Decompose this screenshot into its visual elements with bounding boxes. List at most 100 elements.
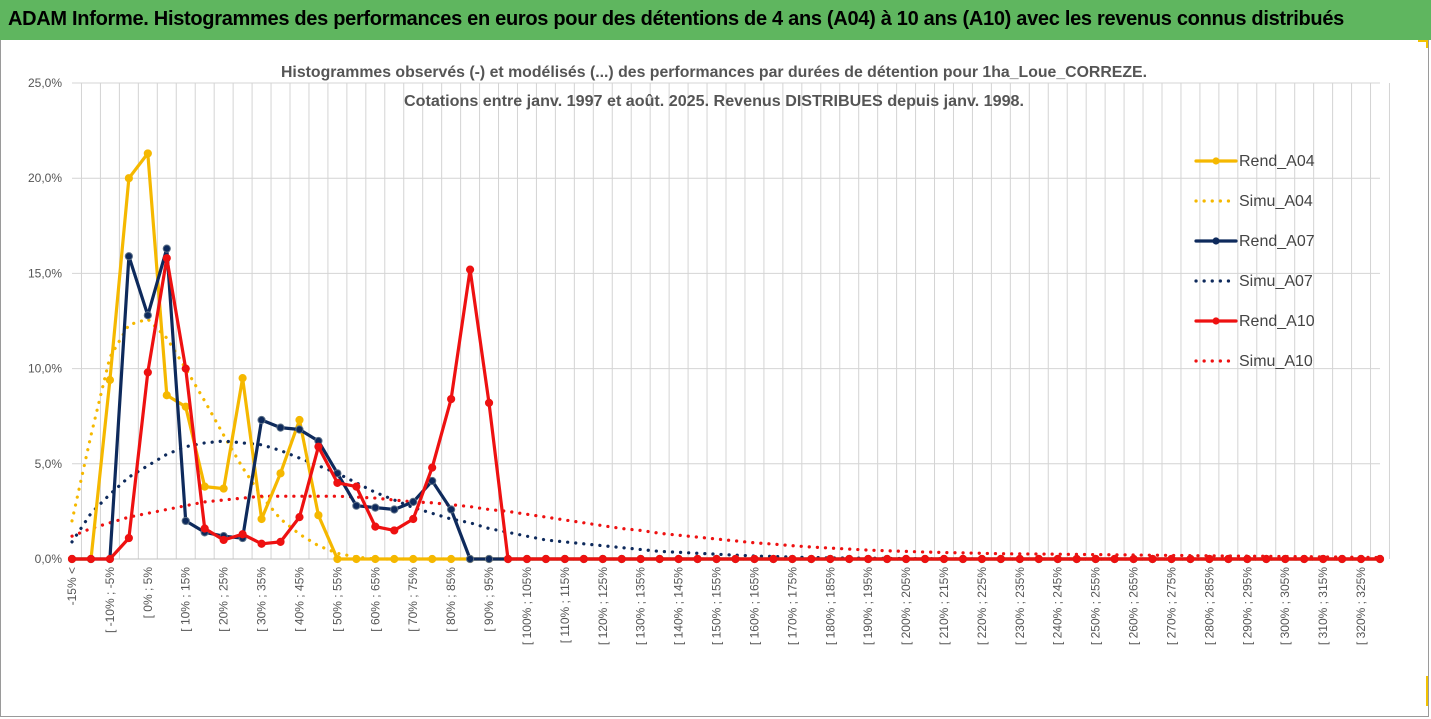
data-point-rend_a04 (352, 554, 361, 564)
data-point-rend_a10 (1205, 554, 1214, 564)
data-point-rend_a10 (1281, 554, 1290, 564)
data-point-rend_a10 (807, 554, 816, 564)
data-point-rend_a10 (162, 254, 171, 263)
legend: Rend_A04 Simu_A04 Rend_A07 Simu_A07 Rend_A10… (1194, 153, 1315, 370)
data-point-rend_a10 (674, 554, 683, 564)
legend-marker-rend_a07 (1212, 237, 1220, 245)
title-banner: ADAM Informe. Histogrammes des performan… (0, 0, 1431, 40)
x-tick-label: -15% < (65, 567, 79, 605)
y-tick-label: 15,0% (28, 266, 62, 280)
x-tick-label: [ 0% ; 5% (141, 567, 155, 619)
data-point-rend_a10 (522, 554, 532, 564)
data-point-rend_a10 (1300, 554, 1309, 564)
x-tick-label: [ 190% ; 195% (861, 567, 875, 645)
data-point-rend_a10 (390, 526, 399, 535)
data-point-rend_a10 (447, 394, 456, 404)
data-point-rend_a10 (333, 478, 342, 487)
data-point-rend_a04 (390, 554, 399, 564)
data-point-rend_a10 (124, 533, 133, 543)
data-point-rend_a10 (484, 398, 494, 407)
y-tick-label: 20,0% (28, 171, 62, 185)
x-tick-label: [ 80% ; 85% (444, 567, 458, 632)
data-point-rend_a10 (503, 554, 513, 564)
x-tick-label: [ 110% ; 115% (558, 567, 572, 644)
data-point-rend_a10 (219, 535, 228, 545)
data-point-rend_a10 (371, 522, 380, 531)
data-point-rend_a04 (200, 482, 209, 491)
data-point-rend_a04 (428, 554, 437, 564)
data-point-rend_a10 (1148, 554, 1157, 564)
data-point-rend_a04 (124, 174, 133, 183)
legend-label-rend_a07: Rend_A07 (1239, 233, 1315, 250)
data-point-rend_a10 (769, 554, 778, 564)
data-point-rend_a04 (162, 391, 171, 400)
series-line-rend_a10 (70, 256, 1382, 561)
data-point-rend_a10 (560, 554, 569, 564)
x-tick-label: [ 200% ; 205% (899, 567, 913, 645)
chart-title: Histogrammes observés (-) et modélisés (… (281, 64, 1147, 81)
x-tick-label: [ 240% ; 245% (1051, 567, 1065, 645)
legend-label-rend_a10: Rend_A10 (1239, 313, 1315, 330)
data-point-rend_a07 (447, 505, 456, 514)
x-tick-label: [ 160% ; 165% (747, 567, 761, 645)
data-point-rend_a10 (257, 539, 266, 548)
data-point-rend_a10 (1243, 554, 1252, 564)
x-tick-label: [ 10% ; 15% (179, 567, 193, 632)
data-point-rend_a10 (409, 514, 418, 524)
data-point-rend_a10 (465, 265, 475, 274)
x-tick-label: [ 50% ; 55% (330, 567, 344, 632)
x-tick-label: [ 150% ; 155% (710, 567, 724, 645)
data-point-rend_a10 (1091, 554, 1100, 564)
legend-marker-rend_a10 (1212, 317, 1220, 325)
data-point-rend_a04 (447, 554, 456, 564)
data-point-rend_a07 (352, 501, 361, 510)
data-point-rend_a10 (1375, 554, 1385, 564)
data-point-rend_a10 (1072, 554, 1081, 564)
data-point-rend_a10 (617, 554, 626, 564)
data-point-rend_a07 (484, 554, 494, 564)
data-point-rend_a10 (920, 554, 930, 564)
data-point-rend_a10 (750, 554, 759, 564)
data-point-rend_a04 (238, 374, 247, 383)
data-point-rend_a07 (295, 425, 304, 434)
data-point-rend_a10 (541, 554, 551, 564)
data-point-rend_a10 (1053, 554, 1062, 564)
data-point-rend_a04 (219, 484, 228, 493)
data-point-rend_a07 (371, 503, 380, 512)
data-point-rend_a10 (598, 554, 607, 564)
corner-mark-top-vertical (1426, 40, 1428, 48)
y-tick-label: 10,0% (28, 362, 62, 376)
chart: 0,0% 5,0% 10,0% 15,0% 20,0% 25,0% -15% < [ -10%… (28, 64, 1390, 645)
grid (72, 82, 1390, 560)
x-tick-label: [ 300% ; 305% (1278, 567, 1292, 645)
x-tick-label: [ 30% ; 35% (255, 567, 269, 632)
x-tick-label: [ 70% ; 75% (406, 567, 420, 632)
data-point-rend_a10 (1015, 554, 1024, 564)
legend-label-simu_a04: Simu_A04 (1239, 193, 1313, 210)
axes: 0,0% 5,0% 10,0% 15,0% 20,0% 25,0% -15% < [ -10%… (28, 76, 1380, 645)
x-tick-label: [ 90% ; 95% (482, 567, 496, 632)
data-point-rend_a10 (105, 554, 115, 564)
corner-mark-top (1418, 40, 1428, 42)
data-point-rend_a04 (371, 554, 380, 564)
data-point-rend_a10 (958, 554, 968, 564)
data-point-rend_a10 (693, 554, 702, 564)
data-point-rend_a10 (1167, 554, 1176, 564)
x-tick-label: [ 130% ; 135% (634, 567, 648, 645)
data-point-rend_a10 (86, 554, 96, 564)
data-point-rend_a10 (143, 368, 152, 377)
data-point-rend_a04 (257, 514, 266, 524)
data-point-rend_a07 (409, 497, 418, 506)
data-point-rend_a07 (124, 252, 133, 261)
data-point-rend_a10 (712, 554, 721, 564)
x-tick-label: [ 210% ; 215% (937, 567, 951, 645)
data-point-rend_a10 (1337, 554, 1347, 564)
data-point-rend_a04 (333, 554, 342, 564)
data-point-rend_a07 (390, 505, 399, 514)
legend-marker-rend_a04 (1212, 157, 1220, 165)
data-point-rend_a07 (143, 311, 152, 320)
x-tick-label: [ 220% ; 225% (975, 567, 989, 645)
legend-label-simu_a10: Simu_A10 (1239, 353, 1313, 370)
data-point-rend_a10 (826, 554, 835, 564)
data-point-rend_a10 (939, 554, 949, 564)
